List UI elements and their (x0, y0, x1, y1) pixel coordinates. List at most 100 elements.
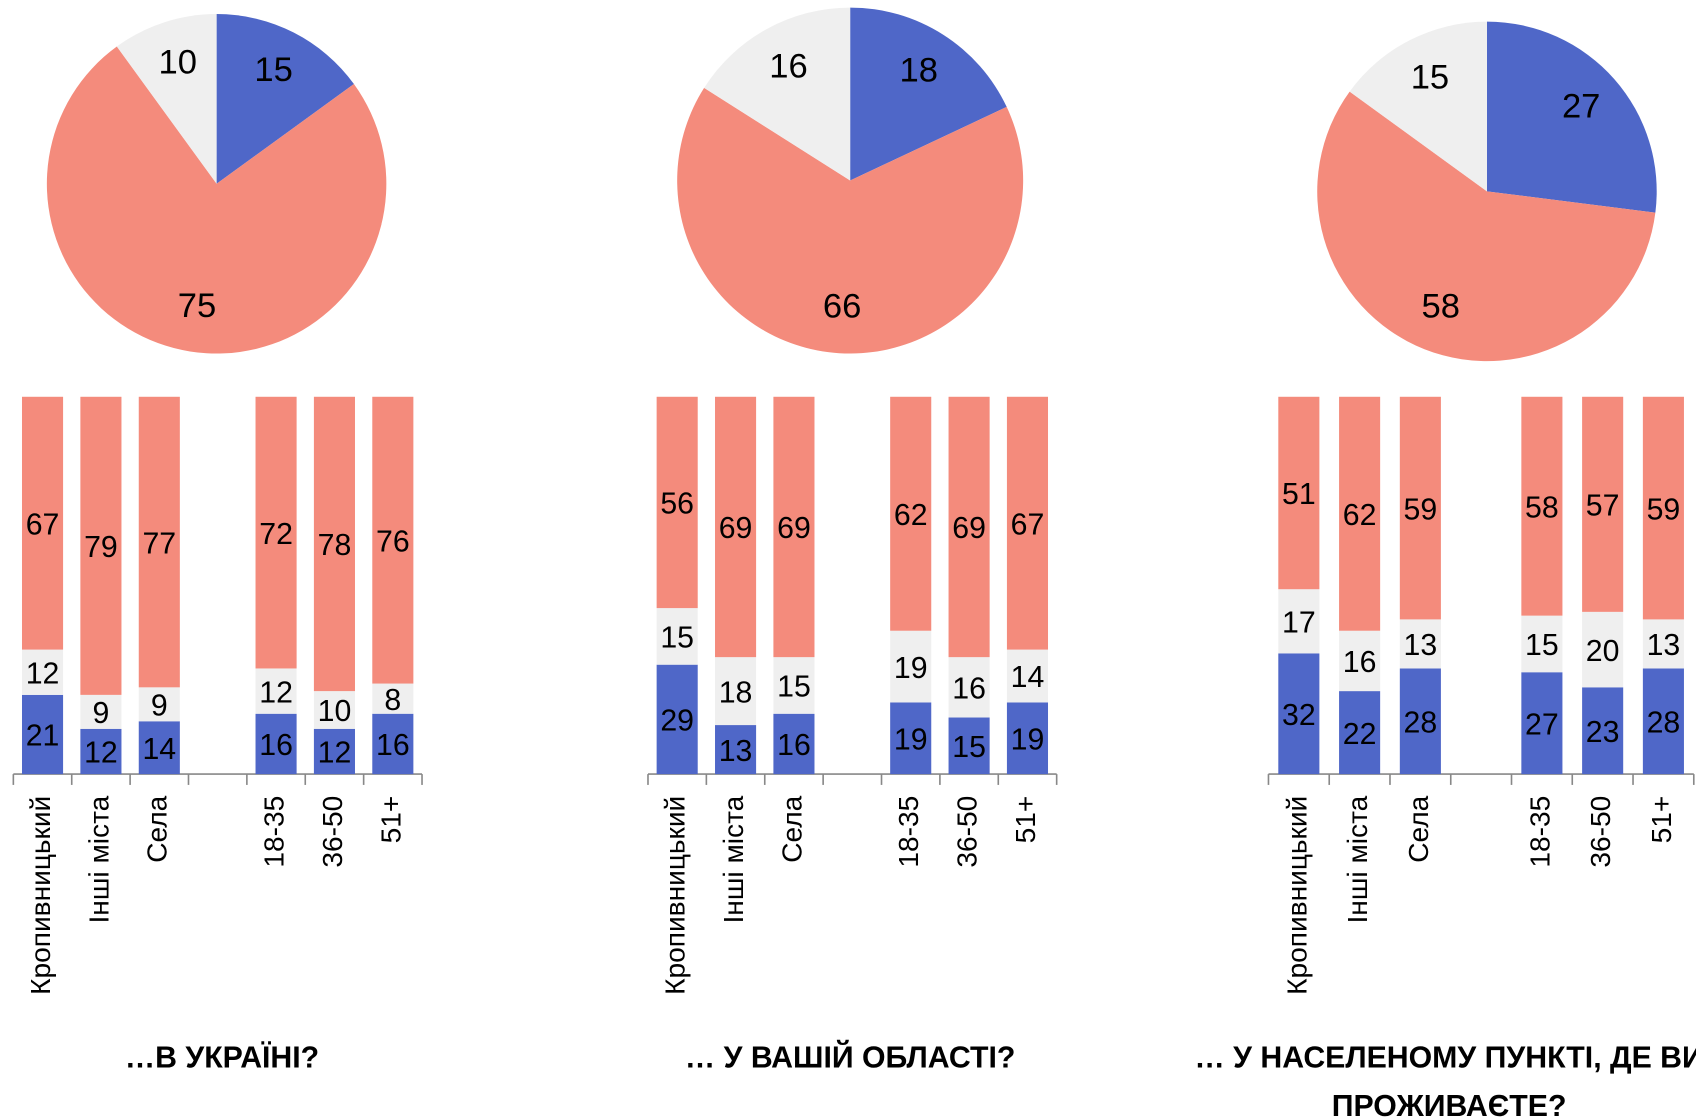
x-tick-label: Кропивницький (25, 796, 56, 995)
bar-label: 9 (92, 697, 109, 730)
bar-label: 15 (777, 671, 811, 704)
bar-label: 13 (719, 735, 753, 768)
bar-label: 16 (952, 673, 986, 706)
bar-segment (1399, 619, 1441, 669)
bar-label: 51 (1282, 478, 1316, 511)
bar-label: 28 (1404, 707, 1438, 740)
pie-label: 75 (178, 287, 216, 325)
bar-segment (656, 664, 698, 775)
bar-segment (773, 713, 815, 775)
bar-segment (1006, 702, 1049, 775)
bar-segment (80, 728, 122, 775)
bar-segment (1521, 672, 1563, 775)
bar-segment (890, 702, 932, 775)
x-tick-label: Села (1403, 795, 1434, 862)
bar-segment (313, 396, 355, 692)
bar-segment (890, 396, 932, 631)
x-tick-label: 51+ (1010, 796, 1041, 844)
bar-label: 79 (84, 531, 118, 564)
bar-segment (656, 608, 698, 665)
x-tick-label: 51+ (1646, 796, 1677, 844)
bar-label: 16 (376, 729, 410, 762)
x-tick-label: Кропивницький (660, 796, 691, 995)
x-tick-label: 51+ (375, 796, 406, 844)
bar-segment (1278, 653, 1320, 775)
bar-segment (1399, 668, 1441, 775)
pie-slice (1486, 21, 1657, 213)
bar-label: 12 (84, 737, 118, 770)
pie-label: 15 (1411, 59, 1449, 97)
bar-segment (1582, 611, 1624, 688)
bar-segment (313, 691, 355, 729)
bar-label: 32 (1282, 699, 1316, 732)
x-tick-label: Кропивницький (1281, 796, 1312, 995)
bar-segment (1339, 630, 1381, 692)
pie-label: 27 (1562, 87, 1600, 125)
bar-segment (1006, 649, 1049, 703)
bar-label: 72 (259, 518, 293, 551)
bar-label: 67 (1011, 508, 1045, 541)
bar-label: 19 (1011, 724, 1045, 757)
bar-segment (1521, 615, 1563, 673)
bar-label: 67 (26, 508, 60, 541)
bar-segment (1278, 396, 1320, 590)
bar-label: 12 (259, 676, 293, 709)
bar-label: 59 (1404, 493, 1438, 526)
pie-label: 10 (159, 43, 197, 81)
bar-label: 16 (1343, 646, 1377, 679)
bar-label: 14 (142, 733, 176, 766)
x-tick-label: 18-35 (258, 796, 289, 868)
chart-title: …В УКРАЇНІ? (125, 1042, 319, 1075)
bar-label: 78 (318, 529, 352, 562)
bar-segment (372, 683, 414, 714)
pie-label: 58 (1421, 287, 1459, 325)
x-tick-label: 18-35 (1524, 796, 1555, 868)
bar-segment (372, 713, 414, 775)
bar-label: 19 (894, 724, 928, 757)
x-tick-label: 36-50 (317, 796, 348, 868)
bar-label: 16 (777, 729, 811, 762)
chart-title: … У ВАШІЙ ОБЛАСТІ? (685, 1041, 1015, 1075)
bar-segment (890, 630, 932, 703)
bar-label: 14 (1011, 661, 1045, 694)
bar-label: 15 (1525, 629, 1559, 662)
bar-label: 12 (26, 657, 60, 690)
bar-segment (1642, 668, 1684, 775)
bar-segment (1339, 691, 1381, 775)
bar-label: 16 (259, 729, 293, 762)
bar-segment (255, 668, 297, 714)
bar-label: 13 (1647, 629, 1681, 662)
bar-label: 59 (1647, 493, 1681, 526)
bar-label: 18 (719, 676, 753, 709)
bar-segment (21, 694, 64, 775)
pie-slice (850, 7, 1007, 181)
bar-segment (21, 649, 64, 695)
pie-slice (1349, 21, 1487, 192)
bar-segment (1582, 396, 1624, 612)
bar-label: 62 (1343, 499, 1377, 532)
bar-label: 28 (1647, 707, 1681, 740)
x-tick-label: Інші міста (1342, 795, 1373, 923)
bar-segment (372, 396, 414, 684)
bar-segment (1006, 396, 1049, 650)
bar-segment (1642, 396, 1684, 620)
bar-segment (948, 657, 990, 718)
bar-label: 69 (719, 512, 753, 545)
bar-label: 19 (894, 652, 928, 685)
bar-label: 69 (952, 512, 986, 545)
bar-label: 9 (151, 690, 168, 723)
bar-segment (715, 657, 757, 726)
x-tick-label: Інші міста (718, 795, 749, 923)
bar-label: 15 (952, 731, 986, 764)
bar-segment (255, 396, 297, 669)
pie-slice (677, 87, 1024, 354)
bar-segment (773, 396, 815, 658)
bar-segment (948, 717, 990, 775)
pie-label: 18 (900, 52, 938, 90)
x-tick-label: Інші міста (83, 795, 114, 923)
bar-segment (80, 396, 122, 695)
bar-segment (138, 687, 180, 722)
pie-slice (1317, 91, 1656, 362)
bar-label: 10 (318, 695, 352, 728)
bar-segment (715, 396, 757, 658)
